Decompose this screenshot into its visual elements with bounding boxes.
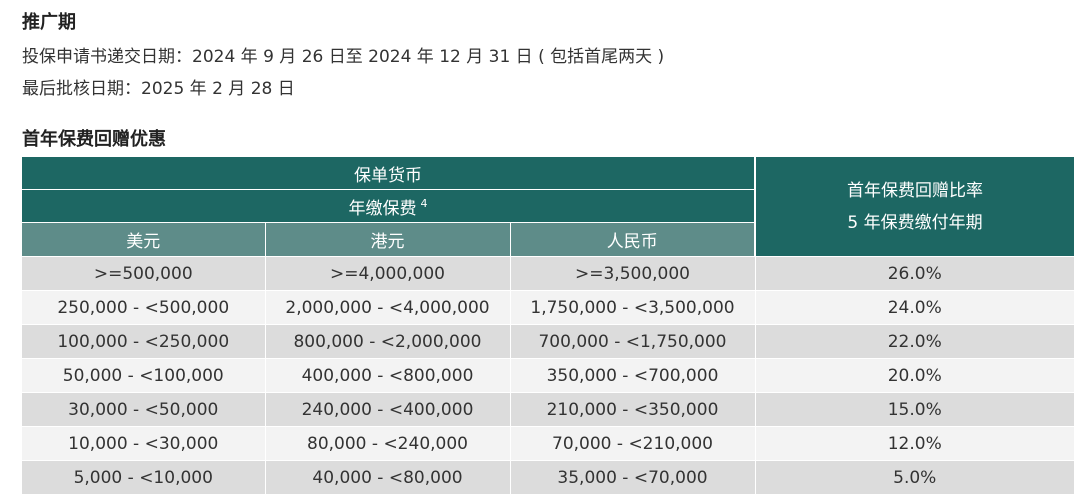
cell-hkd: 240,000 - <400,000 bbox=[265, 392, 511, 427]
header-currency: 保单货币 bbox=[22, 157, 756, 190]
cell-rmb: 350,000 - <700,000 bbox=[510, 358, 756, 393]
cell-usd: 50,000 - <100,000 bbox=[22, 358, 266, 393]
cell-usd: 100,000 - <250,000 bbox=[22, 324, 266, 359]
table-row: 100,000 - <250,000 800,000 - <2,000,000 … bbox=[22, 324, 1074, 359]
col-header-hkd: 港元 bbox=[265, 222, 511, 257]
col-header-rmb: 人民币 bbox=[510, 222, 756, 257]
cell-hkd: >=4,000,000 bbox=[265, 256, 511, 291]
cell-hkd: 40,000 - <80,000 bbox=[265, 460, 511, 494]
table-row: >=500,000 >=4,000,000 >=3,500,000 26.0% bbox=[22, 256, 1074, 291]
cell-rate: 12.0% bbox=[755, 426, 1074, 461]
table-row: 10,000 - <30,000 80,000 - <240,000 70,00… bbox=[22, 426, 1074, 461]
header-rate-line1: 首年保费回赠比率 bbox=[847, 180, 983, 201]
offer-title: 首年保费回赠优惠 bbox=[22, 129, 166, 150]
approval-deadline: 最后批核日期：2025 年 2 月 28 日 bbox=[22, 79, 295, 99]
cell-usd: 250,000 - <500,000 bbox=[22, 290, 266, 325]
cell-rate: 15.0% bbox=[755, 392, 1074, 427]
header-premium-label: 年缴保费 bbox=[348, 198, 417, 219]
cell-rate: 22.0% bbox=[755, 324, 1074, 359]
table-row: 5,000 - <10,000 40,000 - <80,000 35,000 … bbox=[22, 460, 1074, 494]
cell-rmb: 210,000 - <350,000 bbox=[510, 392, 756, 427]
cell-rmb: >=3,500,000 bbox=[510, 256, 756, 291]
table-row: 30,000 - <50,000 240,000 - <400,000 210,… bbox=[22, 392, 1074, 427]
cell-rate: 26.0% bbox=[755, 256, 1074, 291]
promo-title: 推广期 bbox=[22, 12, 76, 33]
application-period: 投保申请书递交日期：2024 年 9 月 26 日至 2024 年 12 月 3… bbox=[22, 47, 665, 67]
rebate-table: 保单货币 首年保费回赠比率 5 年保费缴付年期 年缴保费 4 美元 港元 人民币 … bbox=[22, 157, 1074, 494]
cell-usd: 30,000 - <50,000 bbox=[22, 392, 266, 427]
cell-rmb: 35,000 - <70,000 bbox=[510, 460, 756, 494]
col-header-usd: 美元 bbox=[22, 222, 266, 257]
table-row: 250,000 - <500,000 2,000,000 - <4,000,00… bbox=[22, 290, 1074, 325]
cell-hkd: 800,000 - <2,000,000 bbox=[265, 324, 511, 359]
cell-rmb: 1,750,000 - <3,500,000 bbox=[510, 290, 756, 325]
cell-hkd: 80,000 - <240,000 bbox=[265, 426, 511, 461]
cell-rate: 24.0% bbox=[755, 290, 1074, 325]
cell-rate: 5.0% bbox=[755, 460, 1074, 494]
header-annual-premium: 年缴保费 4 bbox=[22, 189, 756, 223]
cell-usd: 5,000 - <10,000 bbox=[22, 460, 266, 494]
header-rebate-rate: 首年保费回赠比率 5 年保费缴付年期 bbox=[755, 157, 1074, 257]
cell-hkd: 400,000 - <800,000 bbox=[265, 358, 511, 393]
cell-usd: 10,000 - <30,000 bbox=[22, 426, 266, 461]
cell-usd: >=500,000 bbox=[22, 256, 266, 291]
cell-rmb: 70,000 - <210,000 bbox=[510, 426, 756, 461]
cell-rmb: 700,000 - <1,750,000 bbox=[510, 324, 756, 359]
cell-hkd: 2,000,000 - <4,000,000 bbox=[265, 290, 511, 325]
footnote-marker: 4 bbox=[420, 196, 428, 210]
cell-rate: 20.0% bbox=[755, 358, 1074, 393]
header-rate-line2: 5 年保费缴付年期 bbox=[847, 212, 983, 233]
table-row: 50,000 - <100,000 400,000 - <800,000 350… bbox=[22, 358, 1074, 393]
